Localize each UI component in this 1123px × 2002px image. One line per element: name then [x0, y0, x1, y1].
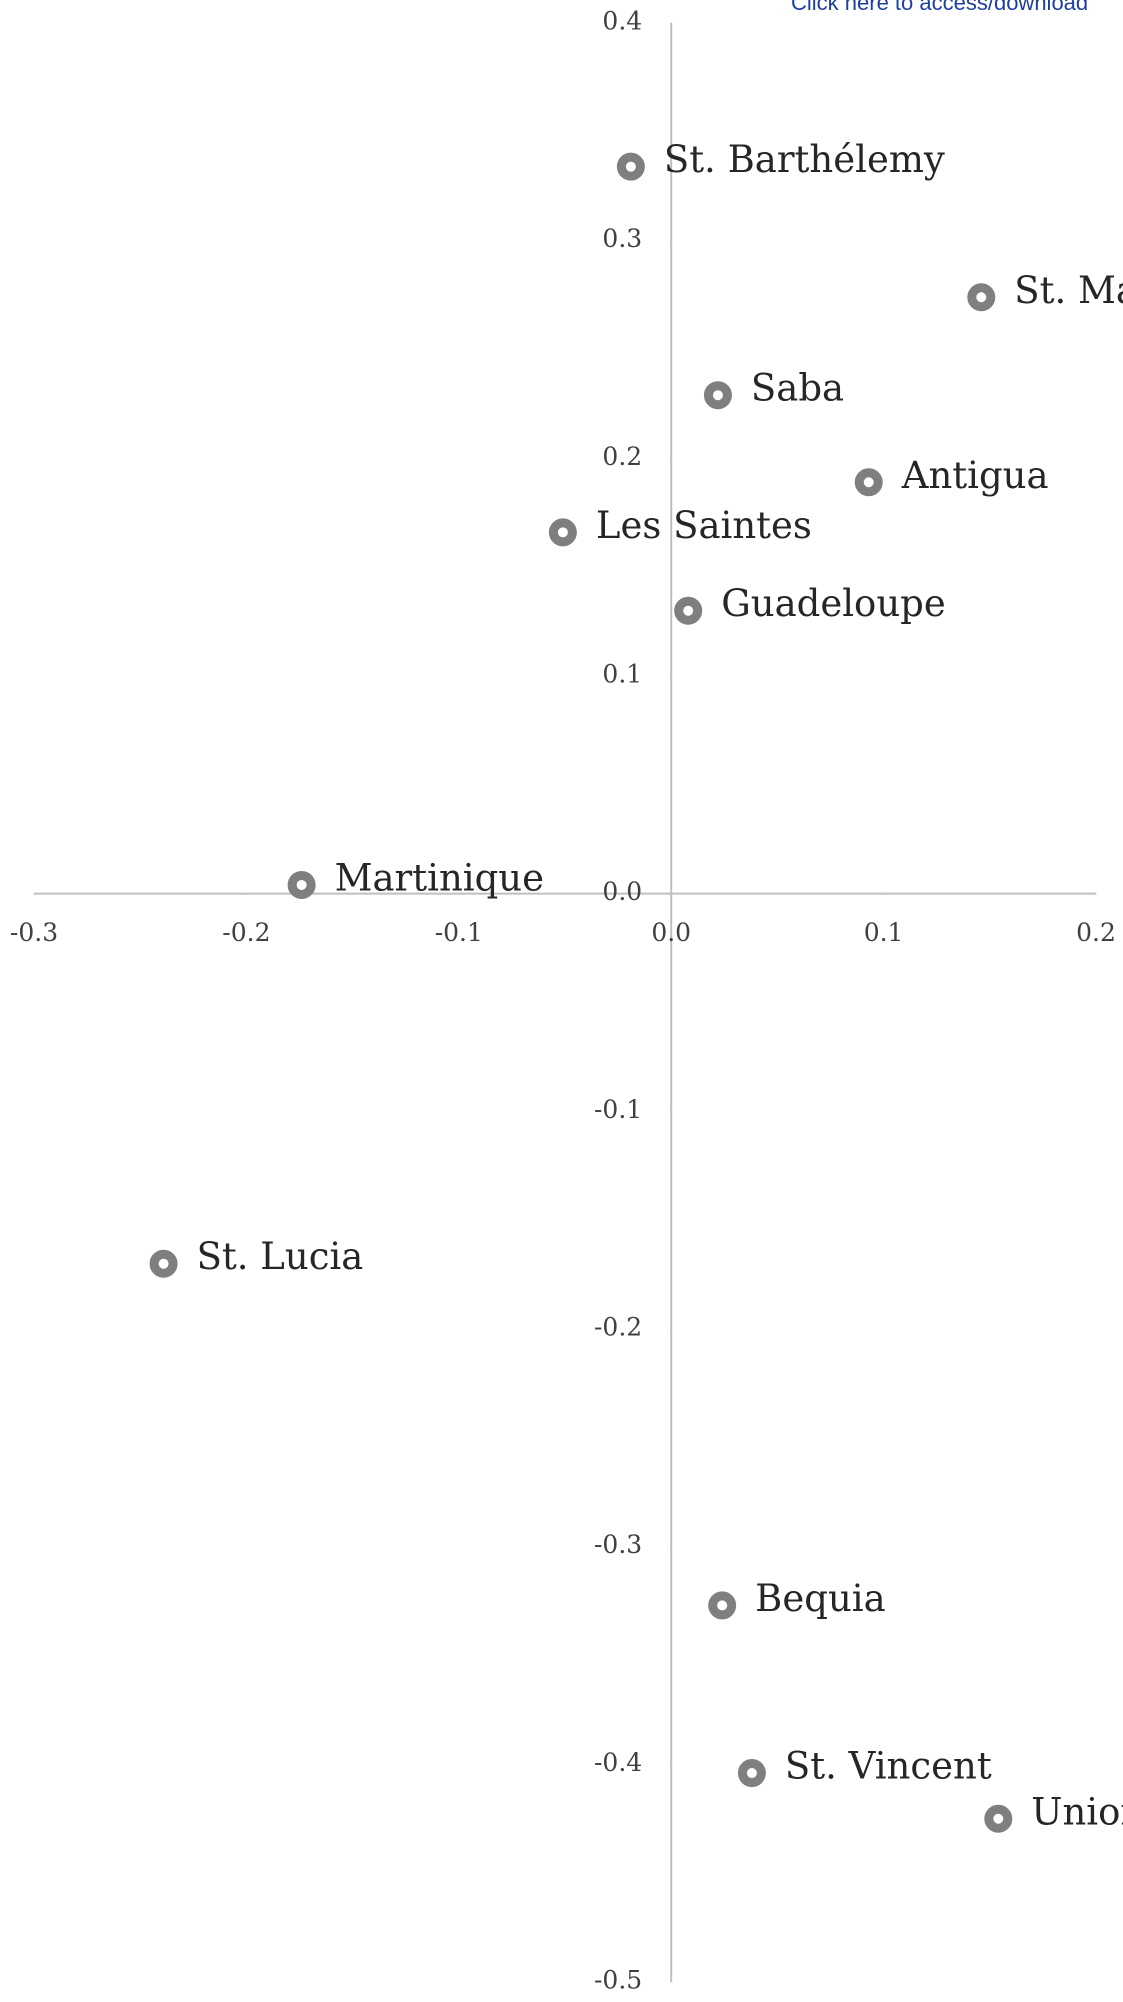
- point: [984, 1804, 1013, 1833]
- y-tick-label: 0.3: [602, 224, 642, 253]
- point-label: Saba: [751, 367, 844, 410]
- point: [967, 283, 996, 312]
- y-tick-label: 0.0: [602, 877, 642, 906]
- y-tick-label: 0.1: [602, 660, 642, 689]
- point: [703, 381, 732, 410]
- point-label: St. Lucia: [197, 1235, 364, 1278]
- point-label: St. Vincent: [785, 1745, 992, 1788]
- y-tick-label: -0.1: [594, 1095, 642, 1124]
- point-label: St. Barthélemy: [664, 138, 945, 181]
- point: [548, 518, 577, 547]
- point: [616, 152, 645, 181]
- y-tick-label: -0.2: [594, 1313, 642, 1342]
- y-tick-label: -0.5: [594, 1966, 642, 1995]
- point: [708, 1591, 737, 1620]
- y-tick-label: -0.3: [594, 1530, 642, 1559]
- point: [737, 1759, 766, 1788]
- point-label: Martinique: [335, 856, 544, 899]
- x-tick-label: 0.0: [651, 918, 691, 947]
- point-label: Guadeloupe: [721, 582, 946, 625]
- y-tick-label: -0.4: [594, 1748, 642, 1777]
- point: [854, 468, 883, 497]
- point-label: Antigua: [901, 454, 1049, 497]
- point: [287, 870, 316, 899]
- point: [149, 1249, 178, 1278]
- x-tick-label: 0.1: [864, 918, 904, 947]
- x-tick-label: -0.3: [10, 918, 58, 947]
- x-tick-label: 0.2: [1076, 918, 1116, 947]
- point-label: St. Martin: [1014, 269, 1123, 312]
- y-tick-label: 0.2: [602, 442, 642, 471]
- point: [674, 596, 703, 625]
- point-label: Union Island: [1031, 1790, 1123, 1833]
- x-tick-label: -0.2: [222, 918, 270, 947]
- x-tick-label: -0.1: [435, 918, 483, 947]
- download-link[interactable]: Click here to access/download: [791, 0, 1088, 15]
- point-label: Les Saintes: [596, 504, 812, 547]
- point-label: Bequia: [755, 1577, 886, 1620]
- y-tick-label: 0.4: [602, 7, 642, 36]
